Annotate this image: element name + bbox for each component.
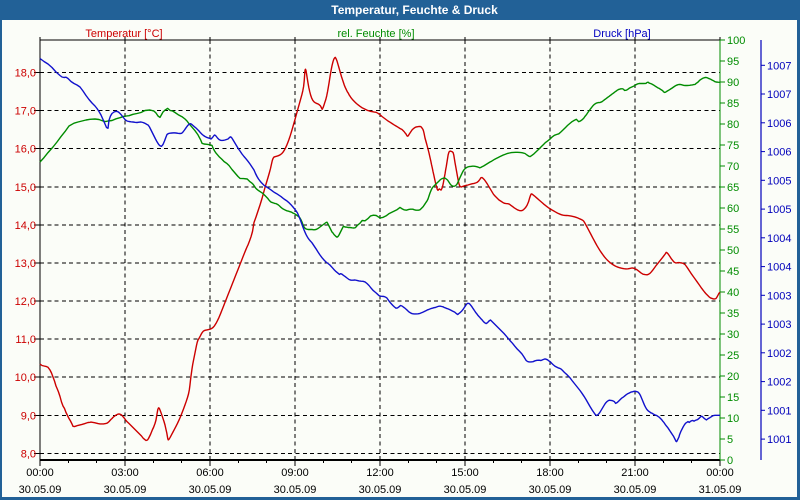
svg-text:31.05.09: 31.05.09 [699,484,742,496]
svg-text:35: 35 [727,308,739,320]
svg-text:25: 25 [727,350,739,362]
svg-text:30.05.09: 30.05.09 [614,484,657,496]
svg-text:30.05.09: 30.05.09 [444,484,487,496]
svg-text:1005: 1005 [767,204,791,216]
svg-text:30: 30 [727,329,739,341]
svg-text:Temperatur [°C]: Temperatur [°C] [85,28,162,40]
svg-text:100: 100 [727,35,745,47]
svg-text:40: 40 [727,287,739,299]
svg-text:17,0: 17,0 [15,106,36,118]
svg-text:Druck [hPa]: Druck [hPa] [593,28,650,40]
svg-text:1007: 1007 [767,60,791,72]
svg-text:0: 0 [727,455,733,467]
svg-text:15: 15 [727,392,739,404]
svg-text:1004: 1004 [767,262,791,274]
svg-text:15:00: 15:00 [451,467,479,479]
svg-text:20: 20 [727,371,739,383]
svg-text:50: 50 [727,245,739,257]
svg-text:1001: 1001 [767,405,791,417]
svg-text:1002: 1002 [767,377,791,389]
svg-text:55: 55 [727,224,739,236]
svg-text:60: 60 [727,203,739,215]
svg-text:45: 45 [727,266,739,278]
svg-text:1006: 1006 [767,118,791,130]
svg-text:30.05.09: 30.05.09 [359,484,402,496]
svg-text:10: 10 [727,413,739,425]
svg-text:14,0: 14,0 [15,220,36,232]
svg-text:1004: 1004 [767,233,791,245]
svg-text:rel. Feuchte [%]: rel. Feuchte [%] [337,28,414,40]
svg-text:00:00: 00:00 [706,467,734,479]
svg-text:06:00: 06:00 [196,467,224,479]
svg-text:21:00: 21:00 [621,467,649,479]
svg-text:1003: 1003 [767,290,791,302]
svg-text:30.05.09: 30.05.09 [104,484,147,496]
svg-text:65: 65 [727,182,739,194]
svg-text:11,0: 11,0 [15,334,36,346]
svg-text:13,0: 13,0 [15,258,36,270]
svg-text:30.05.09: 30.05.09 [529,484,572,496]
svg-text:10,0: 10,0 [15,372,36,384]
svg-text:30.05.09: 30.05.09 [274,484,317,496]
svg-text:1002: 1002 [767,348,791,360]
svg-text:30.05.09: 30.05.09 [189,484,232,496]
svg-text:18:00: 18:00 [536,467,564,479]
svg-text:00:00: 00:00 [26,467,54,479]
svg-text:90: 90 [727,77,739,89]
svg-text:03:00: 03:00 [111,467,139,479]
svg-text:12,0: 12,0 [15,296,36,308]
svg-text:75: 75 [727,140,739,152]
svg-text:95: 95 [727,56,739,68]
svg-text:09:00: 09:00 [281,467,309,479]
svg-text:15,0: 15,0 [15,182,36,194]
svg-text:5: 5 [727,434,733,446]
svg-text:9,0: 9,0 [21,410,36,422]
svg-text:1003: 1003 [767,319,791,331]
svg-text:1005: 1005 [767,175,791,187]
svg-text:80: 80 [727,119,739,131]
svg-text:8,0: 8,0 [21,448,36,460]
svg-text:12:00: 12:00 [366,467,394,479]
svg-text:16,0: 16,0 [15,144,36,156]
svg-text:85: 85 [727,98,739,110]
svg-text:30.05.09: 30.05.09 [19,484,62,496]
svg-text:18,0: 18,0 [15,68,36,80]
svg-text:1006: 1006 [767,147,791,159]
svg-text:70: 70 [727,161,739,173]
svg-text:1001: 1001 [767,434,791,446]
svg-text:1007: 1007 [767,89,791,101]
